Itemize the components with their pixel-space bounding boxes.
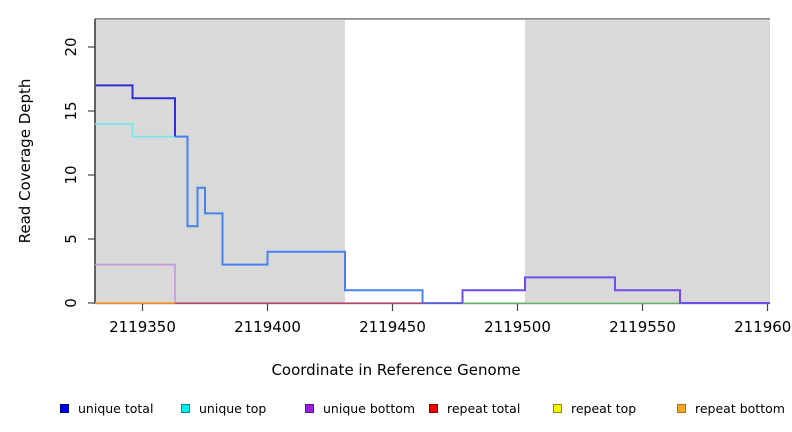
legend-label: repeat total bbox=[447, 400, 521, 416]
legend-swatch-icon bbox=[429, 403, 438, 413]
shaded-region bbox=[525, 20, 770, 304]
y-tick-label: 10 bbox=[62, 165, 80, 185]
legend-item-repeat-total: repeat total bbox=[429, 400, 521, 416]
y-axis-title: Read Coverage Depth bbox=[16, 78, 34, 244]
y-tick-label: 0 bbox=[62, 298, 80, 308]
series-step-line-unique-bottom-left bbox=[95, 263, 176, 303]
x-tick-label: 2119450 bbox=[359, 318, 426, 336]
y-tick-label: 15 bbox=[62, 101, 80, 121]
legend-label: repeat top bbox=[571, 400, 637, 416]
legend-swatch-icon bbox=[60, 403, 69, 413]
shaded-region bbox=[95, 20, 345, 304]
y-tick-label: 20 bbox=[62, 37, 80, 57]
legend-label: unique top bbox=[199, 400, 267, 416]
legend-label: unique total bbox=[78, 400, 154, 416]
x-tick-label: 2119550 bbox=[609, 318, 676, 336]
x-tick-label: 2119500 bbox=[484, 318, 551, 336]
legend-item-repeat-top: repeat top bbox=[553, 400, 637, 416]
x-axis-title: Coordinate in Reference Genome bbox=[271, 361, 521, 379]
legend-swatch-icon bbox=[181, 403, 190, 413]
legend-label: repeat bottom bbox=[695, 400, 785, 416]
legend-swatch-icon bbox=[305, 403, 314, 413]
legend-item-unique-top: unique top bbox=[181, 400, 267, 416]
series-step-line-unique-total-dark bbox=[95, 84, 176, 137]
legend-item-unique-bottom: unique bottom bbox=[305, 400, 416, 416]
legend-item-unique-total: unique total bbox=[60, 400, 154, 416]
legend-item-repeat-bottom: repeat bottom bbox=[677, 400, 785, 416]
x-tick-label: 2119400 bbox=[234, 318, 301, 336]
series-step-line-unique-top-visible bbox=[95, 123, 175, 138]
series-step-line-unique-bottom-right bbox=[461, 276, 770, 304]
legend-swatch-icon bbox=[553, 403, 562, 413]
legend-swatch-icon bbox=[677, 403, 686, 413]
plot-legend: unique total unique top unique bottom repea… bbox=[0, 401, 792, 417]
series-step-line-unique-total-over-top bbox=[175, 135, 424, 303]
legend-label: unique bottom bbox=[323, 400, 416, 416]
x-tick-label: 2119350 bbox=[109, 318, 176, 336]
y-tick-label: 5 bbox=[62, 234, 80, 244]
